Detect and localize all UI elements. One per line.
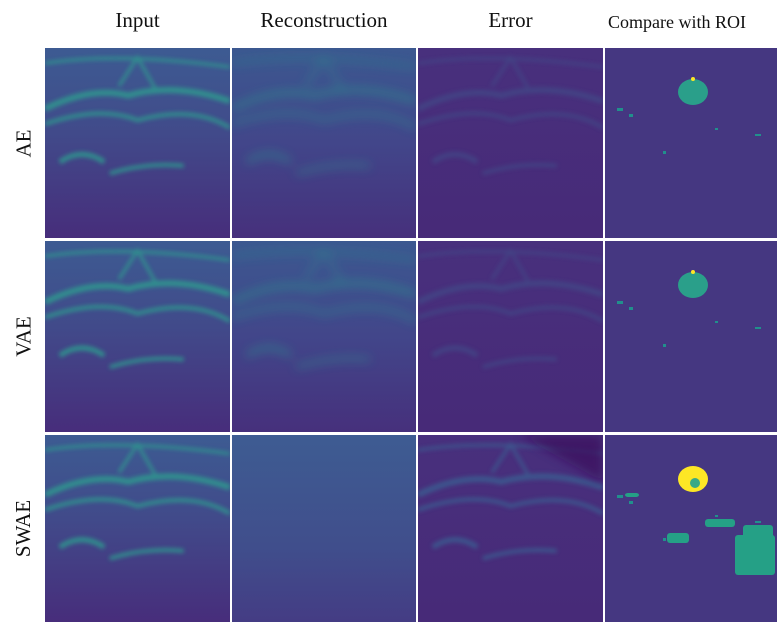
panel-bg <box>605 241 777 432</box>
roi-patch <box>705 519 735 527</box>
panel <box>232 241 416 432</box>
panel <box>605 48 777 238</box>
roi-speck <box>629 501 633 504</box>
roi-speck <box>617 301 623 304</box>
panel <box>232 435 416 622</box>
panel <box>418 48 603 238</box>
column-header: Input <box>45 8 230 33</box>
roi-speck <box>663 151 666 154</box>
row-label-text: SWAE <box>12 500 37 557</box>
roi-speck <box>663 344 666 347</box>
panel-bg <box>232 241 416 432</box>
panel <box>45 241 230 432</box>
panel-bg <box>605 48 777 238</box>
roi-speck <box>715 515 718 517</box>
panel <box>605 435 777 622</box>
roi-spot <box>691 77 695 81</box>
panel <box>418 241 603 432</box>
roi-speck <box>715 128 718 130</box>
roi-patch <box>667 533 689 543</box>
panel-bg <box>418 48 603 238</box>
panel <box>605 241 777 432</box>
column-header: Error <box>418 8 603 33</box>
roi-speck <box>629 307 633 310</box>
panel-bg <box>45 435 230 622</box>
column-header: Compare with ROI <box>608 12 746 33</box>
image-grid <box>0 0 777 622</box>
panel-bg <box>418 241 603 432</box>
panel-bg <box>232 48 416 238</box>
roi-speck <box>663 538 666 541</box>
roi-speck <box>715 321 718 323</box>
roi-blob <box>678 79 708 105</box>
figure: Input Reconstruction Error Compare with … <box>0 0 777 622</box>
row-label: SWAE <box>4 435 44 622</box>
column-header: Reconstruction <box>232 8 416 33</box>
panel <box>232 48 416 238</box>
roi-patch <box>735 535 775 575</box>
roi-speck <box>617 495 623 498</box>
roi-patch <box>625 493 639 497</box>
roi-speck <box>617 108 623 111</box>
roi-speck <box>755 521 761 523</box>
panel <box>418 435 603 622</box>
roi-patch <box>743 525 773 539</box>
panel <box>45 435 230 622</box>
roi-speck <box>755 134 761 136</box>
roi-spot <box>690 478 700 488</box>
row-label-text: VAE <box>12 316 37 356</box>
row-label: VAE <box>4 241 44 432</box>
roi-speck <box>755 327 761 329</box>
roi-blob <box>678 272 708 298</box>
panel-bg <box>45 48 230 238</box>
panel-bg <box>45 241 230 432</box>
panel-bg <box>232 435 416 622</box>
roi-speck <box>629 114 633 117</box>
row-label: AE <box>4 48 44 238</box>
panel <box>45 48 230 238</box>
roi-spot <box>691 270 695 274</box>
row-label-text: AE <box>12 129 37 157</box>
